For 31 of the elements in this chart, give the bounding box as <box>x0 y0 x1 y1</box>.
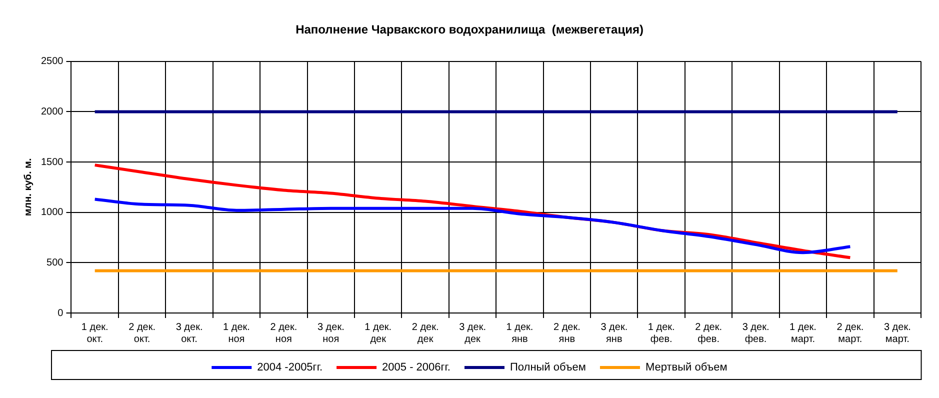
line-series <box>93 198 852 254</box>
x-tick-label: 3 дек. янв <box>600 322 628 345</box>
y-axis-title: млн. куб. м. <box>22 158 34 216</box>
x-tick-label: 2 дек. ноя <box>270 322 298 345</box>
x-tick-label: 2 дек. янв <box>553 322 580 345</box>
y-tick-label: 2000 <box>40 106 64 118</box>
y-tick-label: 2500 <box>40 56 64 68</box>
x-tick-label: 2 дек. дек <box>412 322 439 345</box>
chart-title: Наполнение Чарвакского водохранилища (межвегетация) <box>296 22 644 37</box>
x-tick-label: 3 дек. март. <box>884 322 911 345</box>
x-tick-label: 3 дек. ноя <box>317 322 344 345</box>
x-tick-label: 1 дек. дек <box>364 322 392 345</box>
x-tick-label: 3 дек. окт. <box>176 322 203 345</box>
x-tick-label: 1 дек. окт. <box>81 322 108 345</box>
legend-label: Мертвый объем <box>645 362 728 374</box>
x-tick-label: 2 дек. окт. <box>128 322 156 345</box>
y-tick-label: 0 <box>58 308 64 319</box>
legend-label: Полный объем <box>510 362 586 374</box>
x-tick-label: 1 дек. март. <box>790 322 816 345</box>
y-tick-label: 500 <box>46 257 64 268</box>
legend-label: 2004 -2005гг. <box>257 362 323 374</box>
y-tick-label: 1500 <box>40 156 64 168</box>
y-tick-label: 1000 <box>40 207 64 218</box>
x-tick-label: 2 дек. фев. <box>695 322 722 345</box>
x-tick-label: 2 дек. март. <box>836 322 864 345</box>
x-tick-label: 1 дек. ноя <box>223 322 250 345</box>
x-tick-label: 3 дек. фев. <box>742 322 770 345</box>
x-tick-label: 3 дек. дек <box>459 322 486 345</box>
x-tick-label: 1 дек. фев. <box>648 322 675 345</box>
legend-label: 2005 - 2006гг. <box>382 362 451 374</box>
x-tick-label: 1 дек. янв <box>506 322 534 345</box>
